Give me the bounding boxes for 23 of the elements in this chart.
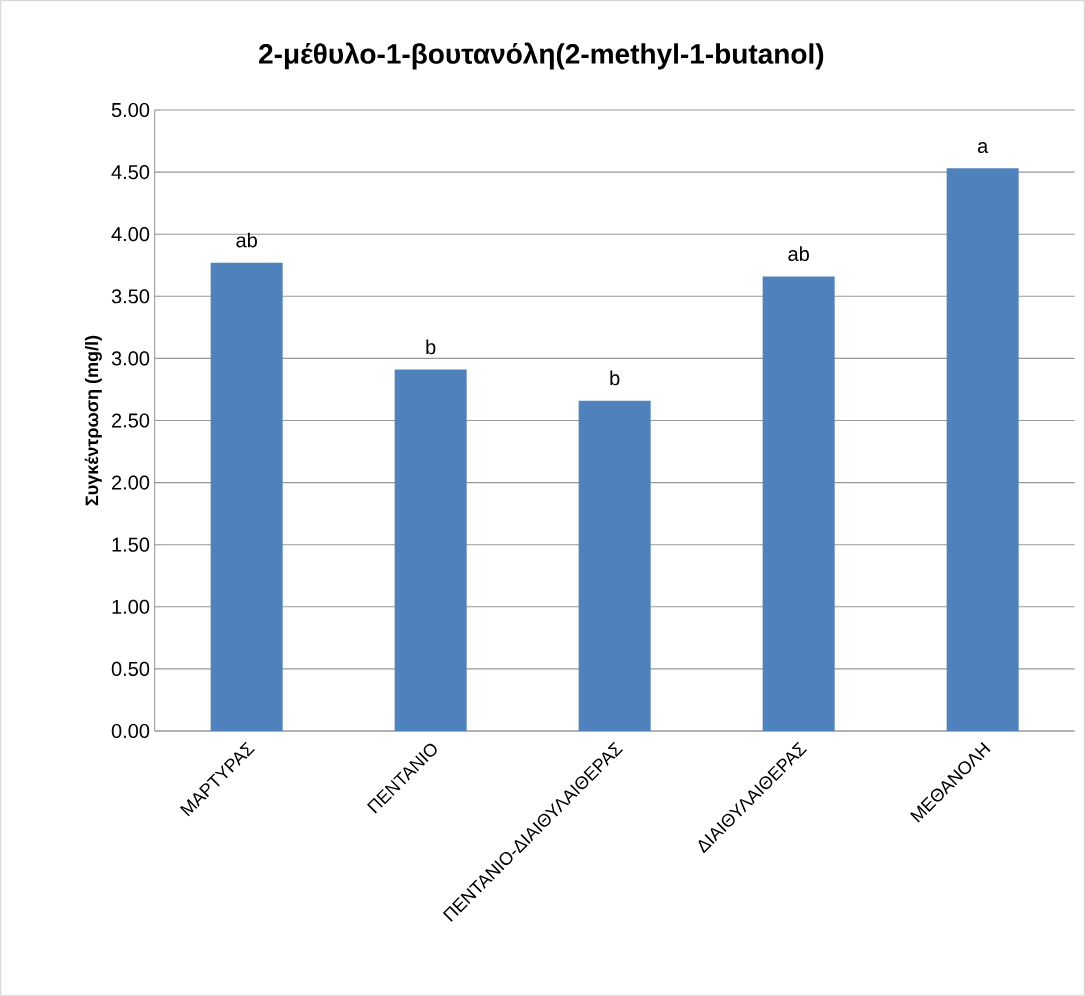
annotation: a	[977, 142, 989, 153]
y-tick-label: 1.50	[112, 537, 150, 552]
y-tick-label: 4.50	[111, 165, 150, 180]
annotation: b	[426, 339, 436, 355]
y-tick-label: 0.00	[111, 723, 150, 739]
y-tick-label: 3.50	[111, 289, 150, 304]
y-tick-label: 3.00	[111, 351, 150, 366]
y-tick-label: 5.00	[111, 102, 150, 118]
y-axis-title: Συγκέντρωση (mg/l)	[84, 335, 102, 506]
bar	[210, 262, 283, 731]
bar	[394, 369, 467, 731]
bar	[578, 400, 651, 731]
y-tick-label: 4.00	[111, 227, 150, 242]
y-tick-label: 2.50	[112, 413, 150, 428]
annotation: ab	[236, 232, 257, 248]
bar	[762, 276, 835, 731]
annotation: ab	[788, 246, 809, 262]
y-tick-label: 0.50	[111, 661, 150, 676]
y-tick-label: 2.00	[112, 475, 150, 490]
bar	[946, 168, 1019, 731]
annotation: b	[610, 370, 620, 386]
chart-title: 2-μέθυλο-1-βουτανόλη(2-methyl-1-butanol)	[259, 42, 824, 70]
y-tick-label: 1.00	[112, 599, 150, 614]
